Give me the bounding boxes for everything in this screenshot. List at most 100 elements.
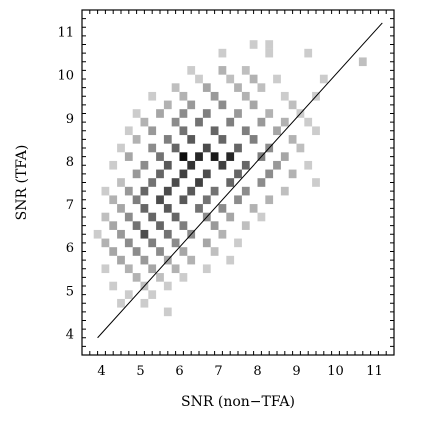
density-cell — [124, 186, 133, 196]
density-cell — [101, 264, 110, 274]
density-cell — [140, 186, 149, 196]
density-cell — [234, 238, 242, 248]
density-cell — [312, 178, 320, 187]
density-cell — [265, 40, 274, 49]
density-cell — [202, 264, 211, 274]
density-cell — [304, 160, 313, 170]
density-cell — [257, 178, 266, 187]
density-cell — [187, 135, 196, 144]
density-cell — [187, 66, 196, 75]
density-cell — [195, 178, 203, 187]
y-axis-label: SNR (TFA) — [14, 145, 30, 221]
density-cell — [195, 74, 203, 84]
density-cell — [179, 247, 188, 256]
density-cell — [117, 298, 125, 308]
density-cell — [140, 298, 149, 308]
density-cell — [163, 135, 172, 144]
axis-ticks — [81, 9, 395, 356]
y-tick-label: 10 — [57, 69, 74, 84]
x-tick-label: 6 — [175, 364, 183, 379]
density-cell — [257, 212, 266, 222]
y-tick-labels: 4 5 6 7 8 9 10 11 — [57, 26, 74, 343]
density-cell — [218, 229, 227, 239]
density-cell — [171, 178, 180, 187]
density-cell — [179, 152, 188, 161]
density-cell — [249, 74, 258, 84]
density-cell — [241, 91, 250, 101]
density-cell — [140, 117, 149, 127]
density-cell — [171, 238, 180, 248]
density-cell — [280, 186, 289, 196]
x-tick-label: 4 — [97, 364, 105, 379]
density-cell — [195, 117, 203, 127]
density-cell — [218, 66, 227, 75]
density-cell — [124, 126, 133, 136]
density-cell — [218, 48, 227, 58]
density-cell — [210, 152, 219, 161]
density-cell — [241, 221, 250, 230]
density-cell — [210, 91, 219, 101]
density-cell — [117, 178, 125, 187]
density-cell — [132, 109, 141, 118]
density-cell — [241, 186, 250, 196]
density-cell — [218, 204, 227, 213]
density-cell — [163, 204, 172, 213]
density-cells — [93, 40, 367, 317]
y-tick-label: 9 — [66, 112, 74, 127]
density-cell — [358, 57, 367, 67]
y-tick-label: 5 — [66, 284, 74, 299]
density-cell — [257, 83, 266, 92]
density-cell — [140, 255, 149, 265]
density-cell — [124, 152, 133, 161]
density-cell — [148, 264, 157, 274]
density-cell — [202, 195, 211, 205]
density-cell — [273, 74, 281, 84]
density-cell — [156, 247, 164, 256]
density-cell — [171, 83, 180, 92]
density-cell — [179, 126, 188, 136]
density-cell — [280, 91, 289, 101]
density-cell — [195, 152, 203, 161]
density-cell — [234, 83, 242, 92]
density-cell — [101, 212, 110, 222]
density-cell — [124, 212, 133, 222]
density-cell — [132, 221, 141, 230]
density-cell — [288, 169, 297, 179]
density-cell — [117, 229, 125, 239]
density-cell — [249, 40, 258, 49]
density-cell — [234, 195, 242, 205]
density-cell — [226, 255, 235, 265]
density-cell — [249, 135, 258, 144]
x-tick-label: 8 — [253, 364, 261, 379]
density-cell — [179, 221, 188, 230]
density-cell — [304, 117, 313, 127]
density-cell — [179, 273, 188, 282]
density-cell — [226, 152, 235, 161]
density-cell — [249, 204, 258, 213]
density-cell — [171, 212, 180, 222]
density-cell — [163, 281, 172, 291]
density-cell — [226, 117, 235, 127]
density-cell — [156, 221, 164, 230]
density-cell — [241, 66, 250, 75]
density-cell — [109, 247, 118, 256]
density-cell — [163, 100, 172, 110]
density-cell — [265, 109, 274, 118]
density-cell — [241, 160, 250, 170]
density-cell — [257, 117, 266, 127]
density-cell — [124, 290, 133, 299]
density-cell — [93, 229, 102, 239]
density-cell — [109, 160, 118, 170]
density-cell — [171, 143, 180, 153]
y-tick-label: 11 — [57, 26, 74, 41]
x-tick-label: 5 — [136, 364, 144, 379]
density-cell — [234, 109, 242, 118]
density-cell — [148, 178, 157, 187]
density-cell — [179, 195, 188, 205]
y-tick-label: 8 — [66, 155, 74, 170]
density-cell — [132, 195, 141, 205]
density-cell — [296, 143, 305, 153]
density-cell — [156, 195, 164, 205]
density-cell — [210, 221, 219, 230]
density-cell — [202, 238, 211, 248]
